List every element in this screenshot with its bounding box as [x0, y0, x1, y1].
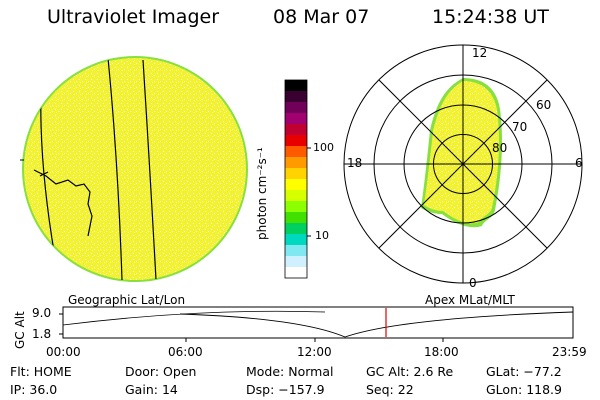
colorbar-segment [285, 234, 307, 246]
gc-alt-label: GC Alt: [366, 364, 410, 379]
gc-alt-value: 2.6 Re [413, 364, 454, 379]
time-label: 15:24:38 UT [432, 6, 549, 28]
ip-value: 36.0 [29, 382, 58, 397]
y-tick-1-8: 1.8 [32, 327, 52, 341]
dsp-label: Dsp: [246, 382, 275, 397]
date-label: 08 Mar 07 [273, 6, 370, 28]
polar-plot [343, 44, 583, 284]
mode-status: Mode: Normal [246, 364, 334, 379]
x-tick-0600: 06:00 [168, 345, 203, 359]
x-tick-0000: 00:00 [46, 345, 81, 359]
mlt-label-0: 0 [469, 276, 477, 290]
seq-label: Seq: [366, 382, 394, 397]
x-tick-1800: 18:00 [424, 345, 459, 359]
ip-label: IP: [10, 382, 26, 397]
colorbar-segment [285, 267, 307, 279]
door-label: Door: [125, 364, 160, 379]
colorbar-segment [285, 102, 307, 114]
colorbar-segment [285, 168, 307, 180]
gain-status: Gain: 14 [125, 382, 178, 397]
colorbar-segment [285, 124, 307, 136]
colorbar-unit-label: photon cm⁻²s⁻¹ [255, 147, 269, 240]
y-tick-9: 9.0 [32, 306, 52, 320]
gain-value: 14 [161, 382, 178, 397]
glon-value: 118.9 [526, 382, 562, 397]
colorbar-segment [285, 91, 307, 103]
gc-alt-axis-title: GC Alt [13, 311, 27, 349]
mlt-label-12: 12 [472, 46, 488, 60]
geographic-label: Geographic Lat/Lon [68, 293, 186, 307]
dsp-value: −157.9 [278, 382, 325, 397]
seq-status: Seq: 22 [366, 382, 414, 397]
colorbar-segment [285, 80, 307, 92]
colorbar-segment [285, 113, 307, 125]
ip-status: IP: 36.0 [10, 382, 57, 397]
glat-status: GLat: −77.2 [486, 364, 562, 379]
glat-value: −77.2 [523, 364, 562, 379]
glon-label: GLon: [486, 382, 523, 397]
colorbar-segment [285, 256, 307, 268]
lat-label-70: 70 [512, 120, 528, 134]
colorbar-segment [285, 201, 307, 213]
colorbar-segment [285, 157, 307, 169]
ephemeris-panel [59, 306, 574, 342]
colorbar-segment [285, 212, 307, 224]
flt-value: HOME [33, 364, 72, 379]
colorbar [284, 79, 311, 279]
door-status: Door: Open [125, 364, 196, 379]
flt-status: Flt: HOME [10, 364, 72, 379]
colorbar-tick-10: 10 [315, 229, 329, 242]
flt-label: Flt: [10, 364, 30, 379]
colorbar-segment [285, 135, 307, 147]
colorbar-segment [285, 223, 307, 235]
glat-label: GLat: [486, 364, 520, 379]
colorbar-segment [285, 146, 307, 158]
mode-label: Mode: [246, 364, 285, 379]
mlt-label-18: 18 [347, 156, 363, 170]
colorbar-segment [285, 179, 307, 191]
lat-label-60: 60 [536, 98, 552, 112]
gain-label: Gain: [125, 382, 158, 397]
lat-label-80: 80 [492, 141, 508, 155]
x-tick-2359: 23:59 [552, 345, 587, 359]
dsp-status: Dsp: −157.9 [246, 382, 325, 397]
colorbar-segment [285, 245, 307, 257]
apex-label: Apex MLat/MLT [425, 293, 515, 307]
geographic-image [20, 56, 248, 282]
door-value: Open [163, 364, 197, 379]
colorbar-segment [285, 190, 307, 202]
gc-alt-status: GC Alt: 2.6 Re [366, 364, 453, 379]
x-tick-1200: 12:00 [297, 345, 332, 359]
glon-status: GLon: 118.9 [486, 382, 562, 397]
mode-value: Normal [288, 364, 334, 379]
seq-value: 22 [397, 382, 414, 397]
colorbar-tick-100: 100 [313, 141, 334, 154]
mlt-label-6: 6 [575, 156, 583, 170]
instrument-title: Ultraviolet Imager [47, 6, 220, 28]
